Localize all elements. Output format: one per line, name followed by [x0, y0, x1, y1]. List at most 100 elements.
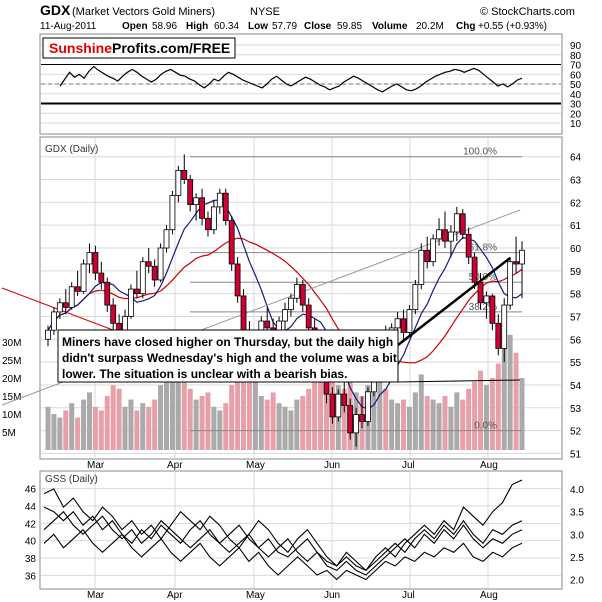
month-label: Aug [480, 460, 498, 471]
candle-body [62, 302, 69, 308]
volume-bar [395, 403, 401, 450]
rsi-tick-label: 70 [570, 61, 582, 72]
volume-bar [442, 396, 448, 450]
gss-panel-title: GSS (Daily) [45, 474, 98, 485]
volume-bar [371, 370, 377, 450]
rsi-tick-label: 10 [570, 119, 582, 130]
gss-month-label: Jul [402, 590, 415, 601]
low-label: Low [248, 21, 268, 32]
commentary-line-3: lower. The situation is unclear with a b… [62, 367, 347, 381]
volume-bar [300, 396, 306, 450]
fibonacci-label: 38.2% [469, 302, 497, 313]
volume-bar [501, 342, 507, 450]
candle-body [394, 318, 401, 329]
high-label: High [186, 21, 208, 32]
rsi-tick-label: 40 [570, 90, 582, 101]
rsi-tick-label: 60 [570, 70, 582, 81]
candle-body [519, 249, 525, 265]
volume-bar [164, 378, 169, 450]
volume-bar [86, 392, 92, 450]
price-panel-title: GDX (Daily) [45, 144, 98, 155]
volume-bar [140, 403, 146, 450]
price-tick-label: 53 [570, 404, 582, 415]
price-tick-label: 58 [570, 290, 582, 301]
volume-bar [406, 406, 412, 450]
volume-bar [323, 367, 329, 450]
candle-body [74, 286, 81, 292]
volume-bar [45, 406, 51, 450]
volume-bar [134, 410, 140, 450]
gss-left-tick: 44 [25, 502, 37, 513]
candle-body [507, 261, 514, 306]
candle-body [442, 229, 448, 242]
candle-body [80, 263, 87, 292]
volume-bar [519, 378, 525, 450]
volume-bar [495, 363, 501, 450]
volume-bar [418, 374, 424, 450]
volume-bar [312, 381, 318, 450]
gss-right-tick: 2.5 [570, 553, 584, 564]
volume-bar [98, 410, 104, 450]
candle-body [193, 197, 200, 206]
gss-series-line [43, 528, 523, 581]
candle-body [329, 393, 336, 418]
high-value: 60.34 [214, 21, 239, 32]
candle-body [139, 261, 146, 295]
candle-body [216, 192, 223, 208]
candle-body [169, 195, 176, 231]
candle-body [436, 229, 442, 240]
price-tick-label: 63 [570, 176, 582, 187]
gss-month-label: Aug [480, 590, 498, 601]
volume-bar [116, 388, 122, 450]
candle-body [495, 322, 502, 349]
candle-body [92, 252, 99, 274]
volume-bar [448, 406, 454, 450]
candle-body [418, 249, 425, 285]
candle-body [104, 281, 111, 306]
rsi-line [59, 65, 523, 93]
volume-bar [175, 360, 181, 450]
volume-bar [306, 388, 312, 450]
price-tick-label: 57 [570, 312, 582, 323]
candle-body [175, 169, 182, 196]
volume-bar [69, 403, 75, 450]
candle-body [299, 284, 306, 306]
price-tick-label: 56 [570, 335, 582, 346]
candle-body [501, 304, 508, 349]
candle-body [133, 288, 140, 295]
candle-body [187, 179, 194, 206]
close-label: Close [304, 21, 332, 32]
commentary-line-1: Miners have closed higher on Thursday, b… [62, 335, 393, 349]
candle-body [68, 286, 75, 308]
volume-bar [341, 388, 347, 450]
volume-bar [454, 392, 460, 450]
candle-body [151, 265, 158, 281]
candle-body [234, 263, 241, 297]
support-line-thick [397, 257, 511, 346]
gss-series-line [43, 479, 523, 572]
candle-body [335, 393, 342, 418]
symbol: GDX [40, 2, 71, 18]
volume-bar [264, 399, 270, 450]
volume-bar [276, 403, 282, 450]
volume-bar [128, 399, 134, 450]
price-tick-label: 64 [570, 153, 582, 164]
volume-bar [466, 388, 472, 450]
commentary-line-2: didn't surpass Wednesday's high and the … [62, 351, 397, 365]
candle-body [86, 252, 93, 265]
volume-bar [282, 406, 288, 450]
volume-bar [241, 363, 247, 450]
volume-tick-label: 25M [2, 356, 21, 367]
volume-bar [270, 392, 276, 450]
candle-body [45, 329, 51, 340]
candle-body [353, 414, 360, 434]
open-value: 58.96 [152, 21, 177, 32]
volume-bar [152, 399, 158, 450]
volume-bar [389, 399, 395, 450]
candle-body [477, 281, 484, 304]
volume-bar [478, 370, 484, 450]
volume-bar [483, 385, 489, 450]
volume-bar [211, 406, 217, 450]
triangle-base-line [397, 379, 521, 383]
